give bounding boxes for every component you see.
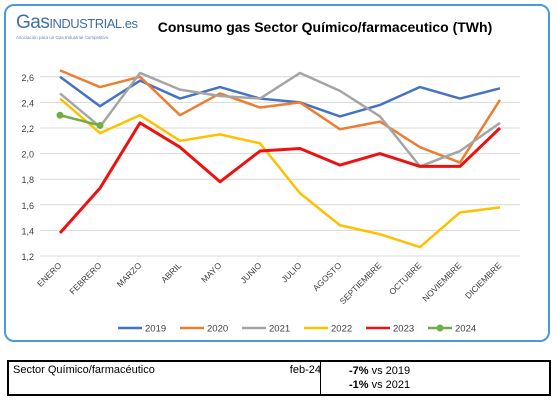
y-tick-label: 2,0 — [21, 150, 34, 160]
x-tick-label: JUNIO — [238, 260, 263, 285]
date-cell: feb-24 — [289, 364, 321, 376]
series-line-2022 — [59, 97, 501, 249]
chart-frame — [4, 4, 550, 342]
x-tick-label: OCTUBRE — [387, 260, 424, 297]
series-line-2023 — [58, 121, 502, 234]
data-point-2024 — [96, 121, 104, 129]
logo-tagline: Asociación para un Gas Industrial Compet… — [16, 35, 109, 40]
y-tick-label: 1,6 — [21, 201, 34, 211]
sector-cell: Sector Químico/farmacéutico — [9, 362, 321, 394]
series-line-2024 — [59, 113, 101, 127]
y-tick-label: 1,4 — [21, 226, 34, 236]
summary-table: Sector Químico/farmacéutico feb-24 -7% v… — [7, 360, 551, 396]
legend-label-2020: 2020 — [207, 324, 228, 335]
legend-label-2024: 2024 — [455, 324, 476, 335]
x-tick-label: MARZO — [115, 260, 144, 289]
x-tick-label: ABRIL — [159, 260, 184, 285]
legend-marker-2024 — [436, 324, 444, 332]
y-tick-label: 2,2 — [21, 124, 34, 134]
y-tick-label: 2,6 — [21, 73, 34, 83]
series-line-2021 — [59, 71, 501, 168]
gasindustrial-logo: GasINDUSTRIAL.es Asociación para un Gas … — [16, 12, 138, 40]
y-tick-label: 2,4 — [21, 98, 34, 108]
logo-wordmark: GasINDUSTRIAL.es — [16, 12, 138, 33]
y-tick-label: 1,8 — [21, 175, 34, 185]
x-tick-label: NOVIEMBRE — [420, 260, 463, 303]
x-tick-label: JULIO — [279, 260, 303, 284]
x-tick-label: DICIEMBRE — [463, 260, 504, 301]
chart-title: Consumo gas Sector Químico/farmaceutico … — [158, 19, 493, 35]
line-chart: Consumo gas Sector Químico/farmaceutico … — [21, 19, 520, 335]
legend-label-2022: 2022 — [331, 324, 352, 335]
comparison-2021: -1% vs 2021 — [349, 379, 411, 391]
series-line-2020 — [59, 69, 502, 164]
x-tick-label: SEPTIEMBRE — [338, 260, 384, 306]
comparison-cell: -7% vs 2019 -1% vs 2021 — [321, 362, 549, 394]
comparison-2019: -7% vs 2019 — [349, 365, 411, 377]
series-line-2019 — [59, 75, 501, 118]
y-tick-label: 1,2 — [21, 252, 34, 262]
x-tick-label: FEBRERO — [67, 260, 103, 296]
x-tick-label: ENERO — [35, 260, 64, 289]
legend-label-2021: 2021 — [269, 324, 290, 335]
legend-label-2019: 2019 — [145, 324, 166, 335]
x-tick-label: AGOSTO — [311, 260, 344, 293]
legend-label-2023: 2023 — [393, 324, 414, 335]
x-tick-label: MAYO — [199, 260, 224, 285]
data-point-2024 — [56, 111, 64, 119]
